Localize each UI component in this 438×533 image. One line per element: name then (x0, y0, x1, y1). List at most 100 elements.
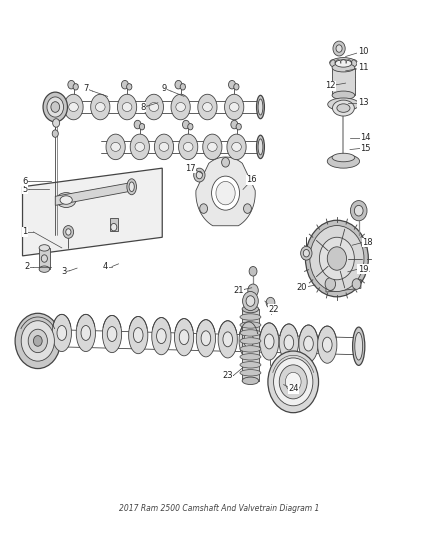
Ellipse shape (135, 142, 145, 151)
Ellipse shape (299, 325, 318, 362)
Ellipse shape (57, 192, 76, 207)
Circle shape (354, 205, 363, 216)
Circle shape (196, 171, 202, 179)
Ellipse shape (130, 134, 149, 160)
Circle shape (53, 119, 60, 127)
Ellipse shape (242, 377, 259, 384)
Ellipse shape (232, 142, 241, 151)
Ellipse shape (244, 333, 254, 348)
Ellipse shape (208, 142, 217, 151)
Ellipse shape (196, 320, 215, 357)
Circle shape (234, 84, 239, 90)
Ellipse shape (240, 346, 261, 352)
Ellipse shape (225, 94, 244, 120)
Circle shape (63, 225, 74, 238)
Circle shape (66, 229, 71, 235)
Text: 2: 2 (24, 262, 29, 271)
Ellipse shape (69, 102, 78, 111)
Ellipse shape (179, 330, 189, 345)
Ellipse shape (230, 102, 239, 111)
Text: 15: 15 (360, 144, 371, 153)
Circle shape (286, 372, 301, 391)
Circle shape (52, 130, 58, 138)
Circle shape (236, 124, 241, 130)
Ellipse shape (198, 94, 217, 120)
Ellipse shape (201, 331, 211, 346)
Ellipse shape (240, 322, 261, 328)
Ellipse shape (218, 321, 237, 358)
Circle shape (111, 223, 117, 231)
Circle shape (127, 84, 132, 90)
Ellipse shape (223, 332, 233, 347)
Ellipse shape (279, 324, 298, 361)
Ellipse shape (152, 318, 171, 355)
Circle shape (327, 247, 346, 270)
Ellipse shape (240, 362, 261, 368)
Text: 17: 17 (185, 164, 196, 173)
Circle shape (183, 120, 190, 129)
Ellipse shape (57, 326, 67, 341)
Ellipse shape (76, 314, 95, 352)
Text: 13: 13 (358, 98, 368, 107)
Ellipse shape (239, 322, 258, 359)
Ellipse shape (60, 196, 72, 204)
Ellipse shape (330, 58, 357, 69)
Text: 10: 10 (358, 47, 368, 55)
Circle shape (134, 120, 141, 129)
Circle shape (248, 284, 258, 297)
Ellipse shape (240, 369, 261, 376)
Ellipse shape (159, 142, 169, 151)
Ellipse shape (240, 330, 261, 336)
Text: 12: 12 (325, 81, 336, 90)
Ellipse shape (179, 134, 198, 160)
Text: 14: 14 (360, 133, 371, 142)
Ellipse shape (332, 91, 355, 100)
Circle shape (43, 92, 67, 122)
Ellipse shape (328, 98, 359, 111)
Circle shape (333, 41, 345, 56)
Text: 24: 24 (288, 384, 298, 393)
Circle shape (51, 102, 60, 112)
Text: 21: 21 (233, 286, 244, 295)
Ellipse shape (52, 314, 71, 352)
Circle shape (139, 124, 145, 130)
Circle shape (222, 158, 230, 167)
Ellipse shape (95, 102, 105, 111)
Ellipse shape (284, 335, 293, 350)
Ellipse shape (111, 142, 120, 151)
Circle shape (33, 336, 42, 346)
Circle shape (21, 321, 54, 361)
Ellipse shape (122, 102, 132, 111)
Ellipse shape (265, 334, 274, 349)
Circle shape (305, 220, 368, 297)
Circle shape (274, 358, 313, 406)
Text: 2017 Ram 2500 Camshaft And Valvetrain Diagram 1: 2017 Ram 2500 Camshaft And Valvetrain Di… (119, 504, 319, 513)
Circle shape (310, 225, 364, 292)
Circle shape (188, 124, 193, 130)
Ellipse shape (174, 319, 194, 356)
Circle shape (200, 204, 208, 213)
Circle shape (231, 120, 238, 129)
Circle shape (325, 278, 336, 290)
Text: 20: 20 (297, 283, 307, 292)
Ellipse shape (332, 63, 355, 72)
Ellipse shape (353, 327, 365, 366)
Polygon shape (196, 157, 255, 226)
Ellipse shape (184, 142, 193, 151)
Ellipse shape (240, 314, 261, 320)
Ellipse shape (335, 60, 352, 67)
Text: 23: 23 (223, 371, 233, 380)
Text: 19: 19 (358, 265, 368, 273)
Text: 16: 16 (247, 175, 257, 184)
Ellipse shape (327, 155, 360, 168)
Ellipse shape (203, 134, 222, 160)
Circle shape (121, 80, 128, 89)
Circle shape (249, 266, 257, 276)
Ellipse shape (39, 245, 49, 251)
Text: 5: 5 (22, 185, 27, 194)
Text: 9: 9 (162, 84, 167, 93)
Ellipse shape (257, 135, 265, 159)
Ellipse shape (81, 326, 91, 341)
Ellipse shape (64, 94, 83, 120)
Circle shape (244, 204, 251, 213)
